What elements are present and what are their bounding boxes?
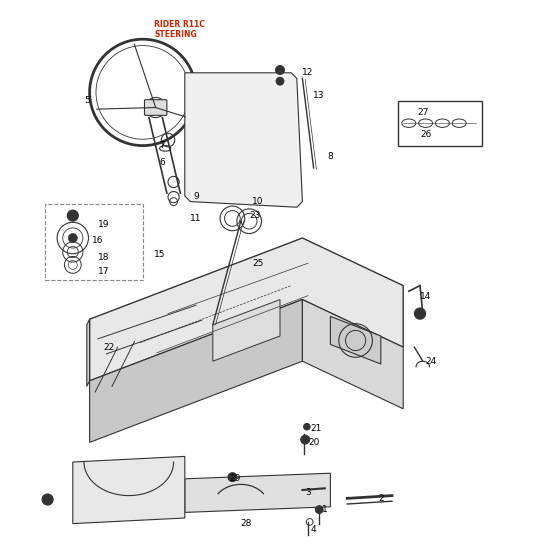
Circle shape <box>304 423 310 430</box>
Polygon shape <box>87 319 90 386</box>
Bar <box>398 101 482 146</box>
Text: 14: 14 <box>420 292 431 301</box>
Circle shape <box>276 66 284 74</box>
Text: 27: 27 <box>417 108 428 116</box>
Text: 4: 4 <box>311 525 316 534</box>
Polygon shape <box>185 473 330 512</box>
Text: 18: 18 <box>98 253 109 262</box>
Text: 15: 15 <box>154 250 165 259</box>
Text: 17: 17 <box>98 267 109 276</box>
Polygon shape <box>185 73 302 207</box>
Polygon shape <box>90 300 302 442</box>
Polygon shape <box>302 300 403 409</box>
Text: 21: 21 <box>311 424 322 433</box>
Circle shape <box>315 506 323 514</box>
Circle shape <box>42 494 53 505</box>
Text: 20: 20 <box>308 438 319 447</box>
Text: 19: 19 <box>98 220 109 228</box>
Text: 7: 7 <box>160 141 165 150</box>
Polygon shape <box>213 300 280 361</box>
Circle shape <box>301 435 310 444</box>
Circle shape <box>70 213 76 218</box>
Text: 12: 12 <box>302 68 314 77</box>
FancyBboxPatch shape <box>144 100 167 115</box>
Polygon shape <box>330 316 381 364</box>
Circle shape <box>276 77 284 85</box>
Text: 3: 3 <box>305 488 311 497</box>
Text: RIDER R11C
STEERING: RIDER R11C STEERING <box>154 20 205 39</box>
Bar <box>45 204 143 280</box>
Text: 29: 29 <box>230 474 241 483</box>
Text: 13: 13 <box>314 91 325 100</box>
Text: 11: 11 <box>190 214 202 223</box>
Circle shape <box>414 308 426 319</box>
Text: 2: 2 <box>378 494 384 503</box>
Text: 9: 9 <box>193 192 199 200</box>
Polygon shape <box>73 456 185 524</box>
Text: 8: 8 <box>328 152 333 161</box>
Circle shape <box>68 234 77 242</box>
Text: 26: 26 <box>420 130 431 139</box>
Text: 22: 22 <box>104 343 115 352</box>
Text: 10: 10 <box>252 197 263 206</box>
Text: 24: 24 <box>426 357 437 366</box>
Text: 6: 6 <box>160 158 165 167</box>
Circle shape <box>228 473 237 482</box>
Text: 28: 28 <box>241 519 252 528</box>
Text: 5: 5 <box>84 96 90 105</box>
Polygon shape <box>90 238 403 381</box>
Circle shape <box>67 210 78 221</box>
Text: 16: 16 <box>92 236 104 245</box>
Text: 25: 25 <box>252 259 263 268</box>
Text: 1: 1 <box>322 505 328 514</box>
Text: 23: 23 <box>249 211 260 220</box>
